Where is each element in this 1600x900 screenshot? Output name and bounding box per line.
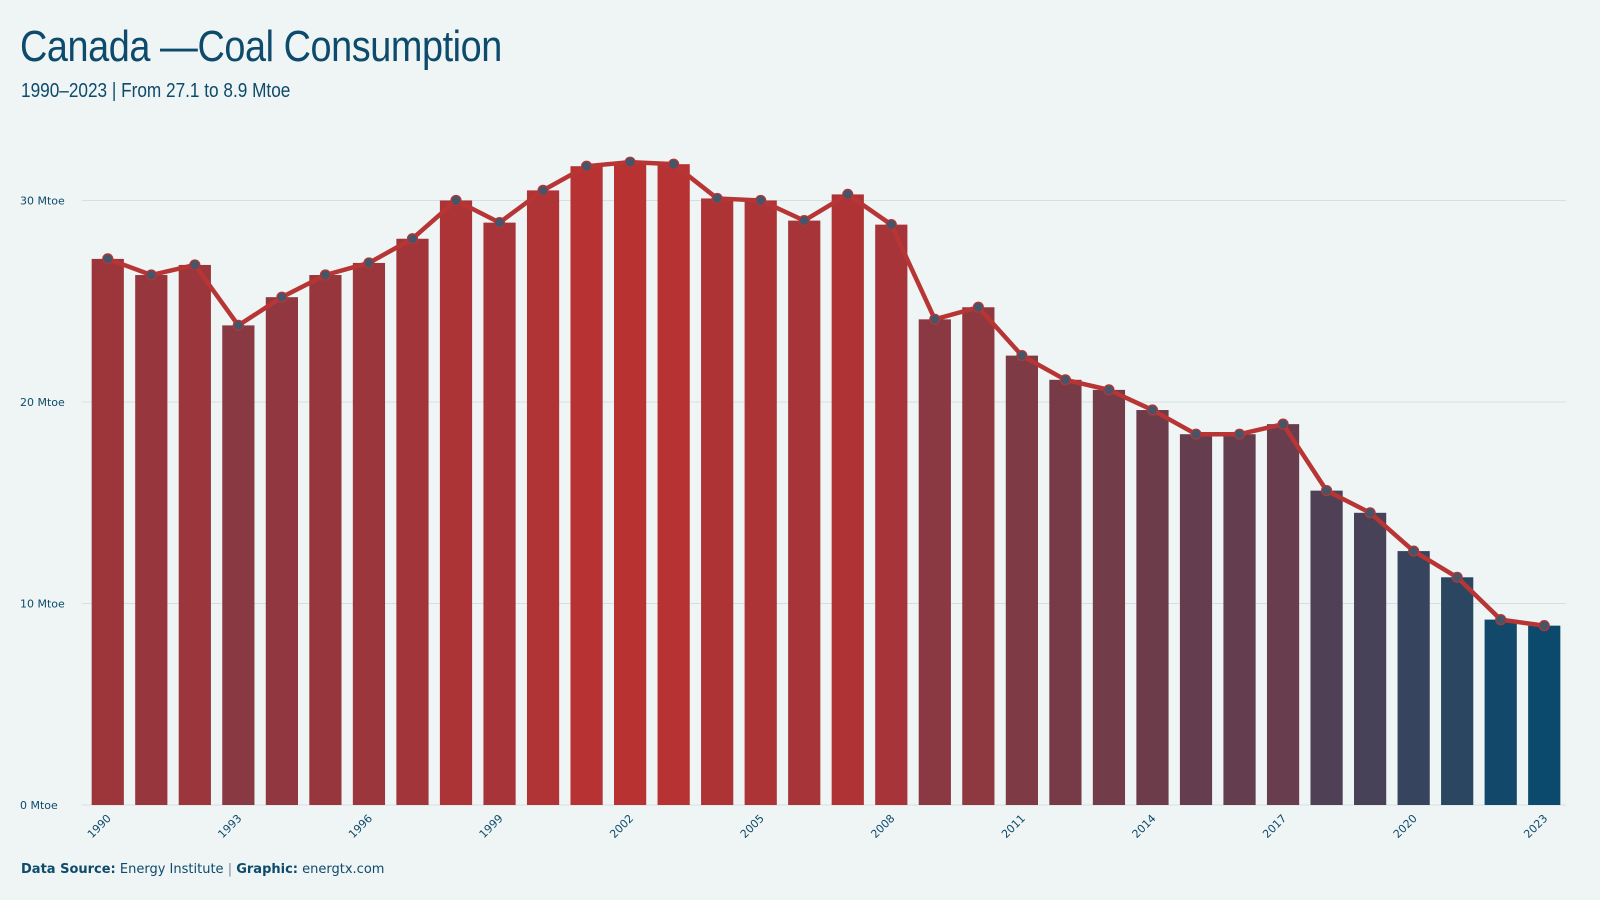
bar-2008 bbox=[875, 224, 908, 806]
x-tick-label: 1993 bbox=[215, 812, 244, 841]
marker-2008 bbox=[885, 219, 897, 231]
bar-2012 bbox=[1049, 379, 1082, 805]
marker-2009 bbox=[929, 313, 941, 325]
marker-2013 bbox=[1103, 384, 1115, 396]
footer: Data Source: Energy Institute | Graphic:… bbox=[21, 862, 384, 877]
marker-2018 bbox=[1320, 485, 1333, 497]
x-tick-label: 2020 bbox=[1391, 812, 1420, 841]
bar-2006 bbox=[788, 220, 821, 805]
x-tick-label: 1990 bbox=[85, 812, 114, 841]
y-tick-label: 20 Mtoe bbox=[20, 396, 65, 409]
bar-1997 bbox=[396, 238, 429, 805]
marker-1994 bbox=[276, 291, 288, 303]
bar-2007 bbox=[831, 194, 864, 806]
marker-1991 bbox=[145, 269, 157, 281]
x-tick-label: 2002 bbox=[607, 812, 636, 841]
marker-2011 bbox=[1016, 350, 1028, 362]
bar-1999 bbox=[483, 222, 516, 805]
bar-1992 bbox=[178, 264, 211, 805]
marker-2005 bbox=[755, 194, 767, 207]
marker-2022 bbox=[1495, 614, 1507, 626]
marker-1998 bbox=[450, 194, 462, 207]
bar-2022 bbox=[1484, 619, 1517, 805]
bar-1994 bbox=[265, 297, 298, 805]
y-tick-label: 10 Mtoe bbox=[20, 597, 65, 610]
marker-1999 bbox=[493, 217, 506, 229]
marker-2000 bbox=[537, 184, 549, 196]
y-tick-label: 30 Mtoe bbox=[20, 194, 65, 207]
x-tick-label: 2005 bbox=[738, 812, 767, 841]
marker-2020 bbox=[1408, 545, 1420, 557]
marker-2019 bbox=[1364, 507, 1376, 519]
marker-2006 bbox=[798, 215, 810, 227]
marker-2016 bbox=[1233, 428, 1246, 440]
x-tick-label: 2014 bbox=[1130, 812, 1159, 841]
bar-2001 bbox=[570, 166, 603, 806]
bar-1995 bbox=[309, 275, 342, 805]
x-tick-label: 1999 bbox=[477, 812, 506, 841]
bar-2013 bbox=[1092, 389, 1126, 805]
marker-1996 bbox=[363, 257, 375, 269]
chart-title: Canada —Coal Consumption bbox=[20, 22, 502, 71]
footer-separator: | bbox=[227, 862, 233, 877]
source-value: Energy Institute bbox=[119, 862, 224, 877]
x-tick-label: 2023 bbox=[1521, 812, 1550, 841]
marker-2014 bbox=[1146, 404, 1159, 416]
bar-2015 bbox=[1179, 434, 1213, 805]
marker-2007 bbox=[842, 188, 854, 201]
marker-1993 bbox=[232, 319, 244, 331]
bar-1991 bbox=[135, 275, 168, 805]
bar-2021 bbox=[1441, 577, 1474, 805]
bar-2011 bbox=[1005, 355, 1038, 805]
bar-2017 bbox=[1266, 424, 1300, 805]
marker-2017 bbox=[1277, 418, 1289, 430]
marker-1990 bbox=[102, 253, 114, 265]
graphic-label: Graphic: bbox=[236, 862, 298, 877]
bar-2009 bbox=[918, 319, 951, 805]
bar-1996 bbox=[352, 262, 386, 805]
y-tick-label: 0 Mtoe bbox=[20, 799, 58, 812]
bar-2018 bbox=[1310, 490, 1343, 805]
marker-1995 bbox=[319, 269, 332, 281]
bar-2020 bbox=[1397, 551, 1430, 805]
source-label: Data Source: bbox=[21, 862, 116, 877]
bar-2005 bbox=[744, 200, 777, 806]
bar-2000 bbox=[526, 190, 560, 805]
bar-1990 bbox=[91, 258, 124, 806]
bar-2010 bbox=[962, 307, 995, 805]
marker-2021 bbox=[1451, 571, 1463, 583]
marker-2023 bbox=[1538, 620, 1550, 632]
chart-subtitle: 1990–2023 | From 27.1 to 8.9 Mtoe bbox=[21, 80, 291, 102]
marker-1992 bbox=[189, 259, 201, 271]
bar-1993 bbox=[222, 325, 255, 805]
marker-1997 bbox=[406, 233, 419, 245]
bar-2003 bbox=[657, 164, 690, 805]
trend-line bbox=[105, 159, 1547, 628]
bar-1998 bbox=[439, 200, 473, 806]
marker-2002 bbox=[624, 156, 636, 168]
marker-2010 bbox=[972, 301, 984, 313]
graphic-value: energtx.com bbox=[302, 862, 385, 877]
marker-2015 bbox=[1190, 428, 1202, 440]
bar-2019 bbox=[1354, 512, 1387, 805]
marker-2004 bbox=[711, 192, 723, 205]
bar-2004 bbox=[701, 198, 734, 805]
x-tick-label: 2017 bbox=[1260, 812, 1289, 841]
marker-2003 bbox=[668, 158, 680, 170]
x-tick-label: 2008 bbox=[868, 812, 897, 841]
bar-2023 bbox=[1528, 625, 1561, 805]
bar-2016 bbox=[1223, 434, 1256, 805]
marker-2012 bbox=[1059, 374, 1072, 386]
marker-2001 bbox=[580, 160, 593, 172]
bar-2014 bbox=[1136, 410, 1169, 805]
x-tick-label: 1996 bbox=[346, 812, 375, 841]
bar-2002 bbox=[614, 162, 647, 805]
x-tick-label: 2011 bbox=[999, 812, 1028, 841]
